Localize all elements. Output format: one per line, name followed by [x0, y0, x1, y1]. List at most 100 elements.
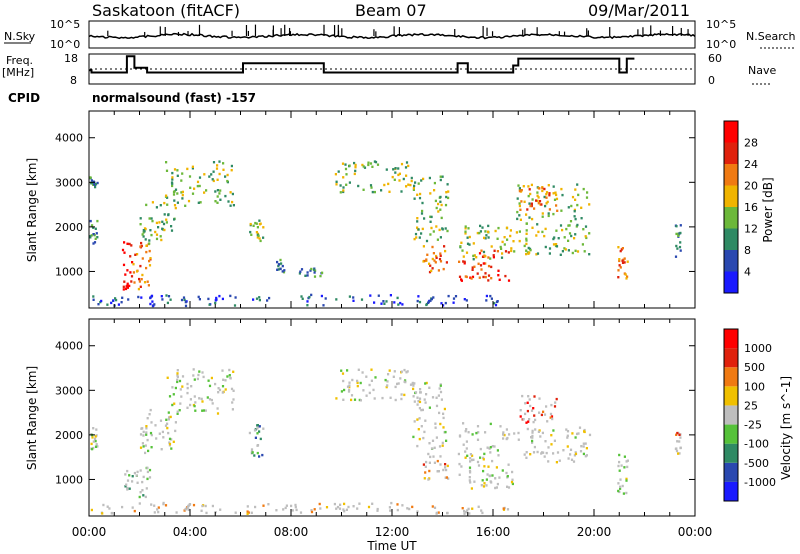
- echo-cell: [431, 505, 434, 508]
- echo-cell: [340, 390, 343, 393]
- echo-cell: [407, 183, 410, 186]
- echo-cell: [142, 445, 145, 448]
- echo-cell: [352, 505, 355, 508]
- echo-cell: [679, 446, 682, 449]
- echo-cell: [425, 393, 428, 396]
- x-tick-label: 04:00: [173, 525, 208, 539]
- echo-cell: [362, 188, 365, 191]
- echo-cell: [290, 504, 293, 508]
- echo-cell: [139, 264, 142, 268]
- echo-cell: [148, 413, 151, 416]
- echo-cell: [414, 181, 417, 184]
- nsky-tick-bottom: 10^0: [50, 38, 80, 51]
- echo-cell: [410, 179, 413, 183]
- echo-cell: [504, 274, 507, 278]
- echo-cell: [233, 304, 237, 307]
- velocity-xticks: [88, 319, 696, 516]
- echo-cell: [392, 168, 395, 171]
- echo-cell: [184, 300, 187, 304]
- echo-cell: [428, 262, 431, 265]
- echo-cell: [335, 397, 338, 400]
- echo-cell: [438, 411, 441, 415]
- echo-cell: [619, 249, 622, 253]
- echo-cell: [580, 217, 583, 220]
- freq-trace: [89, 55, 635, 74]
- echo-cell: [436, 459, 439, 463]
- echo-cell: [258, 237, 261, 240]
- echo-cell: [525, 252, 528, 256]
- echo-cell: [676, 247, 679, 250]
- echo-cell: [403, 380, 406, 383]
- echo-cell: [535, 253, 538, 256]
- echo-cell: [494, 477, 497, 480]
- echo-cell: [230, 169, 233, 172]
- echo-cell: [544, 440, 547, 443]
- echo-cell: [385, 168, 388, 171]
- echo-cell: [90, 182, 93, 185]
- echo-cell: [422, 260, 425, 263]
- echo-cell: [559, 253, 562, 256]
- echo-cell: [444, 463, 447, 466]
- echo-cell: [142, 235, 145, 238]
- echo-cell: [528, 188, 531, 191]
- echo-cell: [142, 430, 145, 434]
- echo-cell: [414, 232, 418, 236]
- echo-cell: [94, 185, 97, 189]
- echo-cell: [138, 502, 141, 505]
- echo-cell: [122, 288, 125, 291]
- echo-cell: [573, 208, 576, 212]
- echo-cell: [161, 430, 164, 434]
- echo-cell: [139, 469, 142, 472]
- echo-cell: [430, 297, 433, 301]
- echo-cell: [513, 250, 516, 253]
- echo-cell: [473, 254, 476, 257]
- echo-cell: [574, 233, 577, 236]
- echo-cell: [319, 507, 322, 510]
- echo-cell: [173, 199, 176, 202]
- echo-cell: [258, 296, 261, 299]
- echo-cell: [527, 252, 530, 255]
- echo-cell: [475, 256, 478, 259]
- echo-cell: [218, 172, 221, 176]
- echo-cell: [476, 425, 480, 428]
- echo-cell: [546, 420, 549, 423]
- nsearch-tick-bottom: 10^0: [706, 38, 736, 51]
- echo-cell: [525, 242, 528, 246]
- echo-cell: [555, 229, 558, 232]
- y-tick-label: 4000: [55, 132, 83, 145]
- echo-cell: [362, 389, 365, 392]
- echo-cell: [145, 425, 148, 428]
- x-tick-label: 12:00: [375, 525, 410, 539]
- echo-cell: [216, 201, 219, 204]
- echo-cell: [435, 396, 438, 399]
- echo-cell: [420, 179, 423, 182]
- echo-cell: [471, 275, 475, 279]
- echo-cell: [515, 231, 518, 234]
- echo-cell: [255, 222, 258, 225]
- echo-cell: [625, 477, 628, 481]
- beam-title: Beam 07: [355, 1, 427, 20]
- echo-cell: [96, 219, 99, 223]
- echo-cell: [295, 508, 298, 512]
- echo-cell: [437, 202, 440, 206]
- echo-cell: [464, 456, 467, 459]
- echo-cell: [435, 256, 438, 259]
- echo-cell: [583, 430, 586, 433]
- echo-cell: [353, 172, 356, 176]
- echo-cell: [429, 220, 432, 223]
- echo-cell: [585, 236, 588, 240]
- cpid-label: CPID: [8, 91, 40, 105]
- colorbar-tick-label: -500: [744, 457, 769, 470]
- echo-cell: [250, 448, 254, 451]
- echo-cell: [675, 225, 678, 228]
- echo-cell: [543, 195, 546, 199]
- echo-cell: [427, 452, 430, 456]
- echo-cell: [180, 179, 183, 182]
- echo-cell: [145, 431, 148, 434]
- echo-cell: [618, 259, 621, 263]
- echo-cell: [482, 250, 486, 254]
- echo-cell: [494, 229, 497, 233]
- echo-cell: [529, 204, 532, 208]
- echo-cell: [423, 217, 426, 220]
- echo-cell: [530, 183, 533, 187]
